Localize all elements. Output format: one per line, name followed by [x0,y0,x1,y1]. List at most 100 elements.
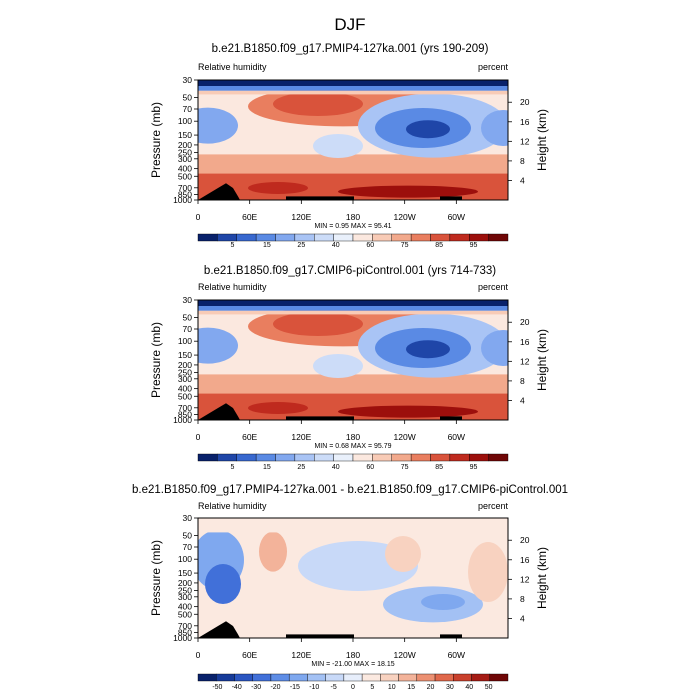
colorbar-label: 30 [446,684,454,691]
colorbar-box [307,673,326,682]
variable-label: Relative humidity [198,501,267,511]
colorbar-label: -50 [212,684,222,691]
moist-band-strong [198,173,508,200]
colorbar-label: -15 [290,684,300,691]
pressure-tick-label: 700 [178,621,192,631]
colorbar-box [361,673,381,682]
pressure-tick-label: 70 [183,324,193,334]
height-tick-label: 8 [520,376,525,386]
height-tick-label: 8 [520,594,525,604]
colorbar-label: 25 [297,242,305,249]
colorbar-label: 20 [427,684,435,691]
colorbar-label: 85 [435,242,443,249]
pressure-tick-label: 500 [178,171,192,181]
pressure-tick-label: 700 [178,403,192,413]
height-tick-label: 4 [520,613,525,623]
lon-tick-label: 60W [448,650,465,660]
units-label: percent [478,282,509,292]
lon-tick-label: 120W [394,432,416,442]
pressure-tick-label: 1000 [173,415,192,425]
pressure-tick-label: 500 [178,609,192,619]
height-tick-label: 12 [520,574,530,584]
colorbar-label: 60 [366,242,374,249]
pressure-tick-label: 50 [183,312,193,322]
colorbar-box [314,233,334,242]
min-max-stats: MIN = 0.68 MAX = 95.79 [314,443,391,450]
lon-tick-label: 0 [196,432,201,442]
lon-tick-label: 60E [242,432,257,442]
colorbar-box [453,673,472,682]
colorbar-label: 95 [470,464,478,471]
topography [198,621,240,638]
lon-tick-label: 0 [196,650,201,660]
colorbar-box [391,233,412,242]
moist-core [248,402,308,414]
colorbar-label: 5 [230,464,234,471]
colorbar-box [236,233,257,242]
colorbar-box [489,673,509,682]
pressure-tick-label: 100 [178,554,192,564]
colorbar-label: 25 [297,464,305,471]
pressure-tick-label: 70 [183,104,193,114]
height-tick-label: 4 [520,395,525,405]
colorbar-box [410,233,431,242]
pressure-tick-label: 300 [178,374,192,384]
colorbar-box [471,673,490,682]
moist-core [338,185,478,198]
pos-diff [385,536,421,572]
topography [286,634,354,638]
strat-transition [198,90,508,95]
topography [198,403,240,420]
lon-tick-label: 0 [196,212,201,222]
colorbar-box [469,233,489,242]
colorbar-box [333,233,354,242]
pressure-tick-label: 250 [178,368,192,378]
topography [286,196,354,200]
colorbar-label: -30 [251,684,261,691]
height-tick-label: 4 [520,175,525,185]
colorbar-box [236,453,257,462]
colorbar-label: 5 [230,242,234,249]
height-tick-label: 20 [520,97,530,107]
colorbar-box [314,453,334,462]
variable-label: Relative humidity [198,62,267,72]
pressure-tick-label: 250 [178,148,192,158]
lon-tick-label: 180 [346,432,360,442]
pos-diff [468,542,508,602]
colorbar-box [410,453,431,462]
pressure-tick-label: 1000 [173,633,192,643]
field-3 [198,518,508,638]
colorbar-label: 40 [332,464,340,471]
y-axis-right-label: Height (km) [535,547,549,609]
colorbar-box [270,673,290,682]
height-tick-label: 12 [520,136,530,146]
pressure-tick-label: 300 [178,592,192,602]
y-axis-right-label: Height (km) [535,329,549,391]
dry-region [481,330,508,366]
colorbar-box [343,673,363,682]
height-tick-label: 8 [520,156,525,166]
panel-title: b.e21.B1850.f09_g17.PMIP4-127ka.001 - b.… [132,484,568,496]
pressure-tick-label: 200 [178,140,192,150]
colorbar-box [255,233,276,242]
colorbar-label: 40 [465,684,473,691]
height-tick-label: 16 [520,555,530,565]
pressure-tick-label: 500 [178,391,192,401]
pressure-tick-label: 850 [178,189,192,199]
colorbar-box [325,673,345,682]
strat-diff [198,518,508,533]
panel-2: b.e21.B1850.f09_g17.CMIP6-piControl.001 … [149,265,549,471]
lon-tick-label: 180 [346,212,360,222]
panel-title: b.e21.B1850.f09_g17.PMIP4-127ka.001 (yrs… [212,43,489,55]
dry-region [481,110,508,146]
lon-tick-label: 60W [448,432,465,442]
colorbar-box [197,673,217,682]
colorbar-box [372,233,392,242]
neg-diff-core [205,564,241,604]
strat-dry [198,80,508,86]
pressure-tick-label: 1000 [173,195,192,205]
colorbar-label: 5 [370,684,374,691]
lon-tick-label: 180 [346,650,360,660]
colorbar-box [430,453,451,462]
strat-dry [198,86,508,91]
